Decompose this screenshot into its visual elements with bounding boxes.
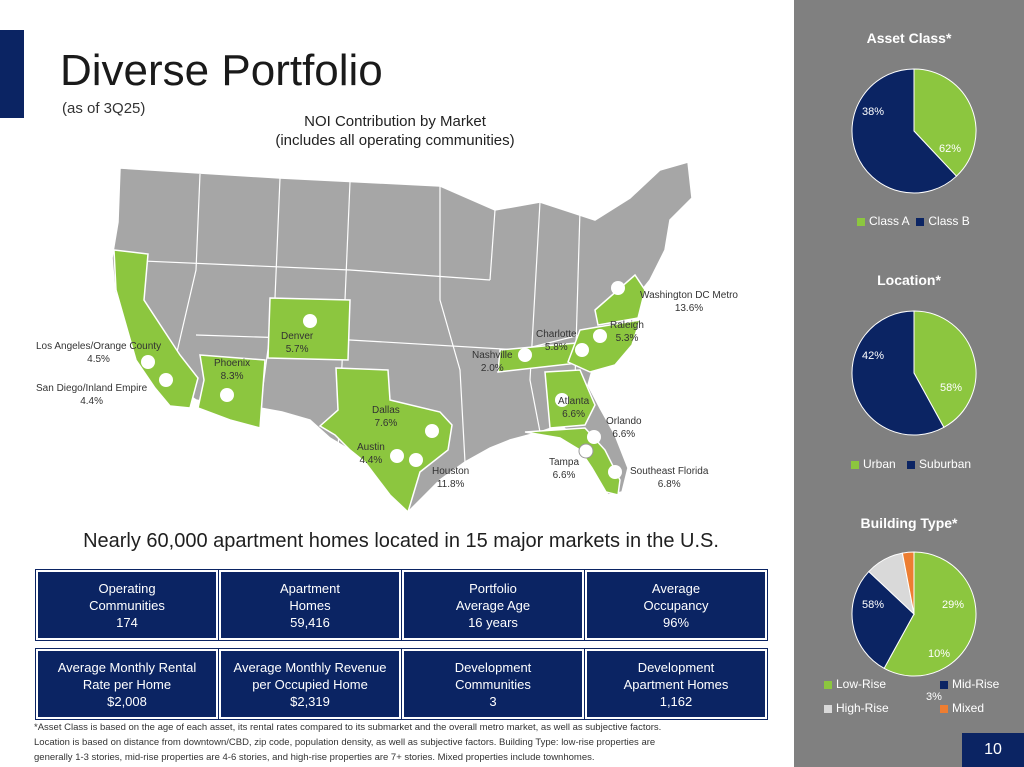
map-title-line1: NOI Contribution by Market [304, 113, 486, 130]
marker-nashville [518, 348, 532, 362]
building-type-label-mixed: 3% [926, 691, 942, 703]
state-texas [318, 367, 453, 514]
market-label-denver: Denver 5.7% [281, 331, 314, 355]
marker-washington [611, 281, 625, 295]
location-legend: Urban Suburban [851, 457, 971, 471]
footnote-line3: generally 1-3 stories, mid-rise properti… [34, 752, 595, 763]
legend-urban: Urban [863, 457, 896, 471]
building-type-label-low: 58% [862, 599, 885, 611]
pie-slice-urban [913, 310, 977, 429]
marker-denver [303, 314, 317, 328]
marker-orlando [587, 430, 601, 444]
title-accent-bar [0, 30, 24, 118]
market-label-southeast-florida: Southeast Florida 6.8% [630, 466, 709, 490]
state-georgia [544, 369, 596, 429]
building-type-title: Building Type* [860, 515, 958, 531]
asset-class-label-a: 38% [862, 106, 885, 118]
market-label-houston: Houston 11.8% [432, 466, 470, 490]
legend-class-a: Class A [869, 214, 910, 228]
marker-houston [409, 453, 423, 467]
location-label-urban: 42% [862, 350, 885, 362]
stat-development-communities: Development Communities 3 [402, 649, 584, 719]
pie-slice-suburban [851, 310, 945, 436]
stat-apartment-homes: Apartment Homes 59,416 [219, 570, 401, 640]
market-label-san-diego: San Diego/Inland Empire 4.4% [36, 383, 148, 407]
market-label-nashville: Nashville 2.0% [472, 350, 513, 374]
map-title-line2: (includes all operating communities) [275, 132, 515, 149]
marker-dallas [425, 424, 439, 438]
pie-slice-low-rise [883, 551, 977, 677]
market-label-orlando: Orlando 6.6% [606, 416, 642, 440]
marker-tampa [578, 443, 594, 459]
market-label-austin: Austin 4.4% [357, 442, 385, 466]
marker-austin [390, 449, 404, 463]
stat-average-monthly-rental: Average Monthly Rental Rate per Home $2,00… [36, 649, 218, 719]
sidebar: Asset Class* 38% 62% Class A Class B Loc… [794, 0, 1024, 767]
legend-mid-rise: Mid-Rise [940, 677, 999, 691]
state-colorado [267, 297, 351, 361]
state-virginia-dc [594, 273, 646, 326]
building-type-pie [851, 551, 977, 677]
marker-san-diego [159, 373, 173, 387]
asset-class-pie [851, 68, 977, 194]
market-label-phoenix: Phoenix 8.3% [214, 358, 251, 382]
market-markers [141, 281, 625, 479]
marker-los-angeles [141, 355, 155, 369]
market-label-charlotte: Charlotte 5.8% [536, 329, 577, 353]
map-title: NOI Contribution by Market (includes all… [240, 112, 550, 150]
footnote: *Asset Class is based on the age of each… [34, 720, 774, 765]
stat-operating-communities: Operating Communities 174 [36, 570, 218, 640]
asset-class-title: Asset Class* [866, 30, 952, 46]
state-carolinas [567, 319, 642, 373]
market-label-los-angeles: Los Angeles/Orange County 4.5% [36, 341, 162, 365]
marker-atlanta [555, 393, 569, 407]
location-title: Location* [877, 272, 941, 288]
market-label-tampa: Tampa 6.6% [549, 457, 580, 481]
marker-southeast-florida [608, 465, 622, 479]
footnote-line1: *Asset Class is based on the age of each… [34, 722, 662, 733]
legend-suburban: Suburban [919, 457, 972, 471]
location-label-suburban: 58% [940, 382, 963, 394]
asset-class-label-b: 62% [939, 143, 962, 155]
page-number: 10 [962, 733, 1024, 767]
headline: Nearly 60,000 apartment homes located in… [83, 530, 719, 552]
stat-portfolio-average-age: Portfolio Average Age 16 years [402, 570, 584, 640]
pie-slice-mixed [901, 551, 915, 615]
location-pie [851, 310, 977, 436]
market-label-dallas: Dallas 7.6% [372, 405, 400, 429]
pie-slice-class-a [913, 68, 977, 177]
state-california [113, 249, 199, 409]
page-subtitle: (as of 3Q25) [62, 100, 146, 117]
building-type-label-high: 10% [928, 648, 951, 660]
pie-slice-mid-rise [851, 570, 915, 670]
page-title: Diverse Portfolio [60, 46, 383, 95]
legend-class-b: Class B [928, 214, 970, 228]
market-label-raleigh: Raleigh 5.3% [610, 320, 644, 344]
stat-average-monthly-revenue: Average Monthly Revenue per Occupied Home… [219, 649, 401, 719]
us-map [111, 161, 693, 514]
building-type-label-mid: 29% [942, 599, 965, 611]
pie-slice-class-b [851, 68, 958, 194]
legend-high-rise: High-Rise [824, 701, 889, 715]
marker-raleigh [593, 329, 607, 343]
legend-low-rise: Low-Rise [824, 677, 886, 691]
stat-development-apartment-homes: Development Apartment Homes 1,162 [585, 649, 767, 719]
stat-average-occupancy: Average Occupancy 96% [585, 570, 767, 640]
market-label-atlanta: Atlanta 6.6% [558, 396, 590, 420]
marker-phoenix [220, 388, 234, 402]
footnote-line2: Location is based on distance from downt… [34, 737, 656, 748]
market-label-washington: Washington DC Metro 13.6% [640, 290, 738, 314]
asset-class-legend: Class A Class B [857, 214, 970, 228]
legend-mixed: Mixed [940, 701, 984, 715]
marker-charlotte [575, 343, 589, 357]
